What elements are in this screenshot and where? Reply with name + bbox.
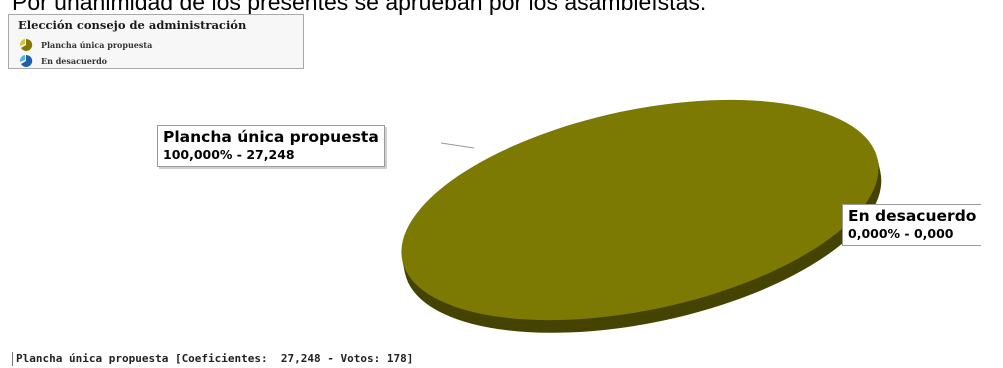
- pie-slice-icon: [19, 38, 33, 51]
- legend-label: Plancha única propuesta: [41, 40, 153, 50]
- slice-label-plancha: Plancha única propuesta 100,000% - 27,24…: [157, 125, 385, 167]
- slice-label-name: Plancha única propuesta: [163, 128, 379, 146]
- pie-slice-plancha: [401, 99, 879, 321]
- slice-label-name: En desacuerdo: [848, 207, 977, 225]
- pie-slice-icon: [19, 54, 33, 67]
- legend-item-plancha: Plancha única propuesta: [19, 38, 152, 52]
- slice-label-value: 100,000% - 27,248: [163, 147, 295, 162]
- pie-slices: [401, 99, 882, 333]
- legend-label: En desacuerdo: [41, 56, 107, 66]
- slice-label-value: 0,000% - 0,000: [848, 226, 954, 241]
- vote-summary: Plancha única propuesta [Coeficientes: 2…: [12, 352, 413, 366]
- leader-line-plancha: [440, 142, 475, 149]
- legend-item-desacuerdo: En desacuerdo: [19, 54, 107, 68]
- chart-caption: Por unanimidad de los presentes se aprue…: [12, 0, 707, 15]
- slice-label-desacuerdo: En desacuerdo 0,000% - 0,000: [842, 204, 982, 246]
- chart-legend: Elección consejo de administración Planc…: [8, 14, 304, 69]
- legend-title: Elección consejo de administración: [18, 18, 247, 32]
